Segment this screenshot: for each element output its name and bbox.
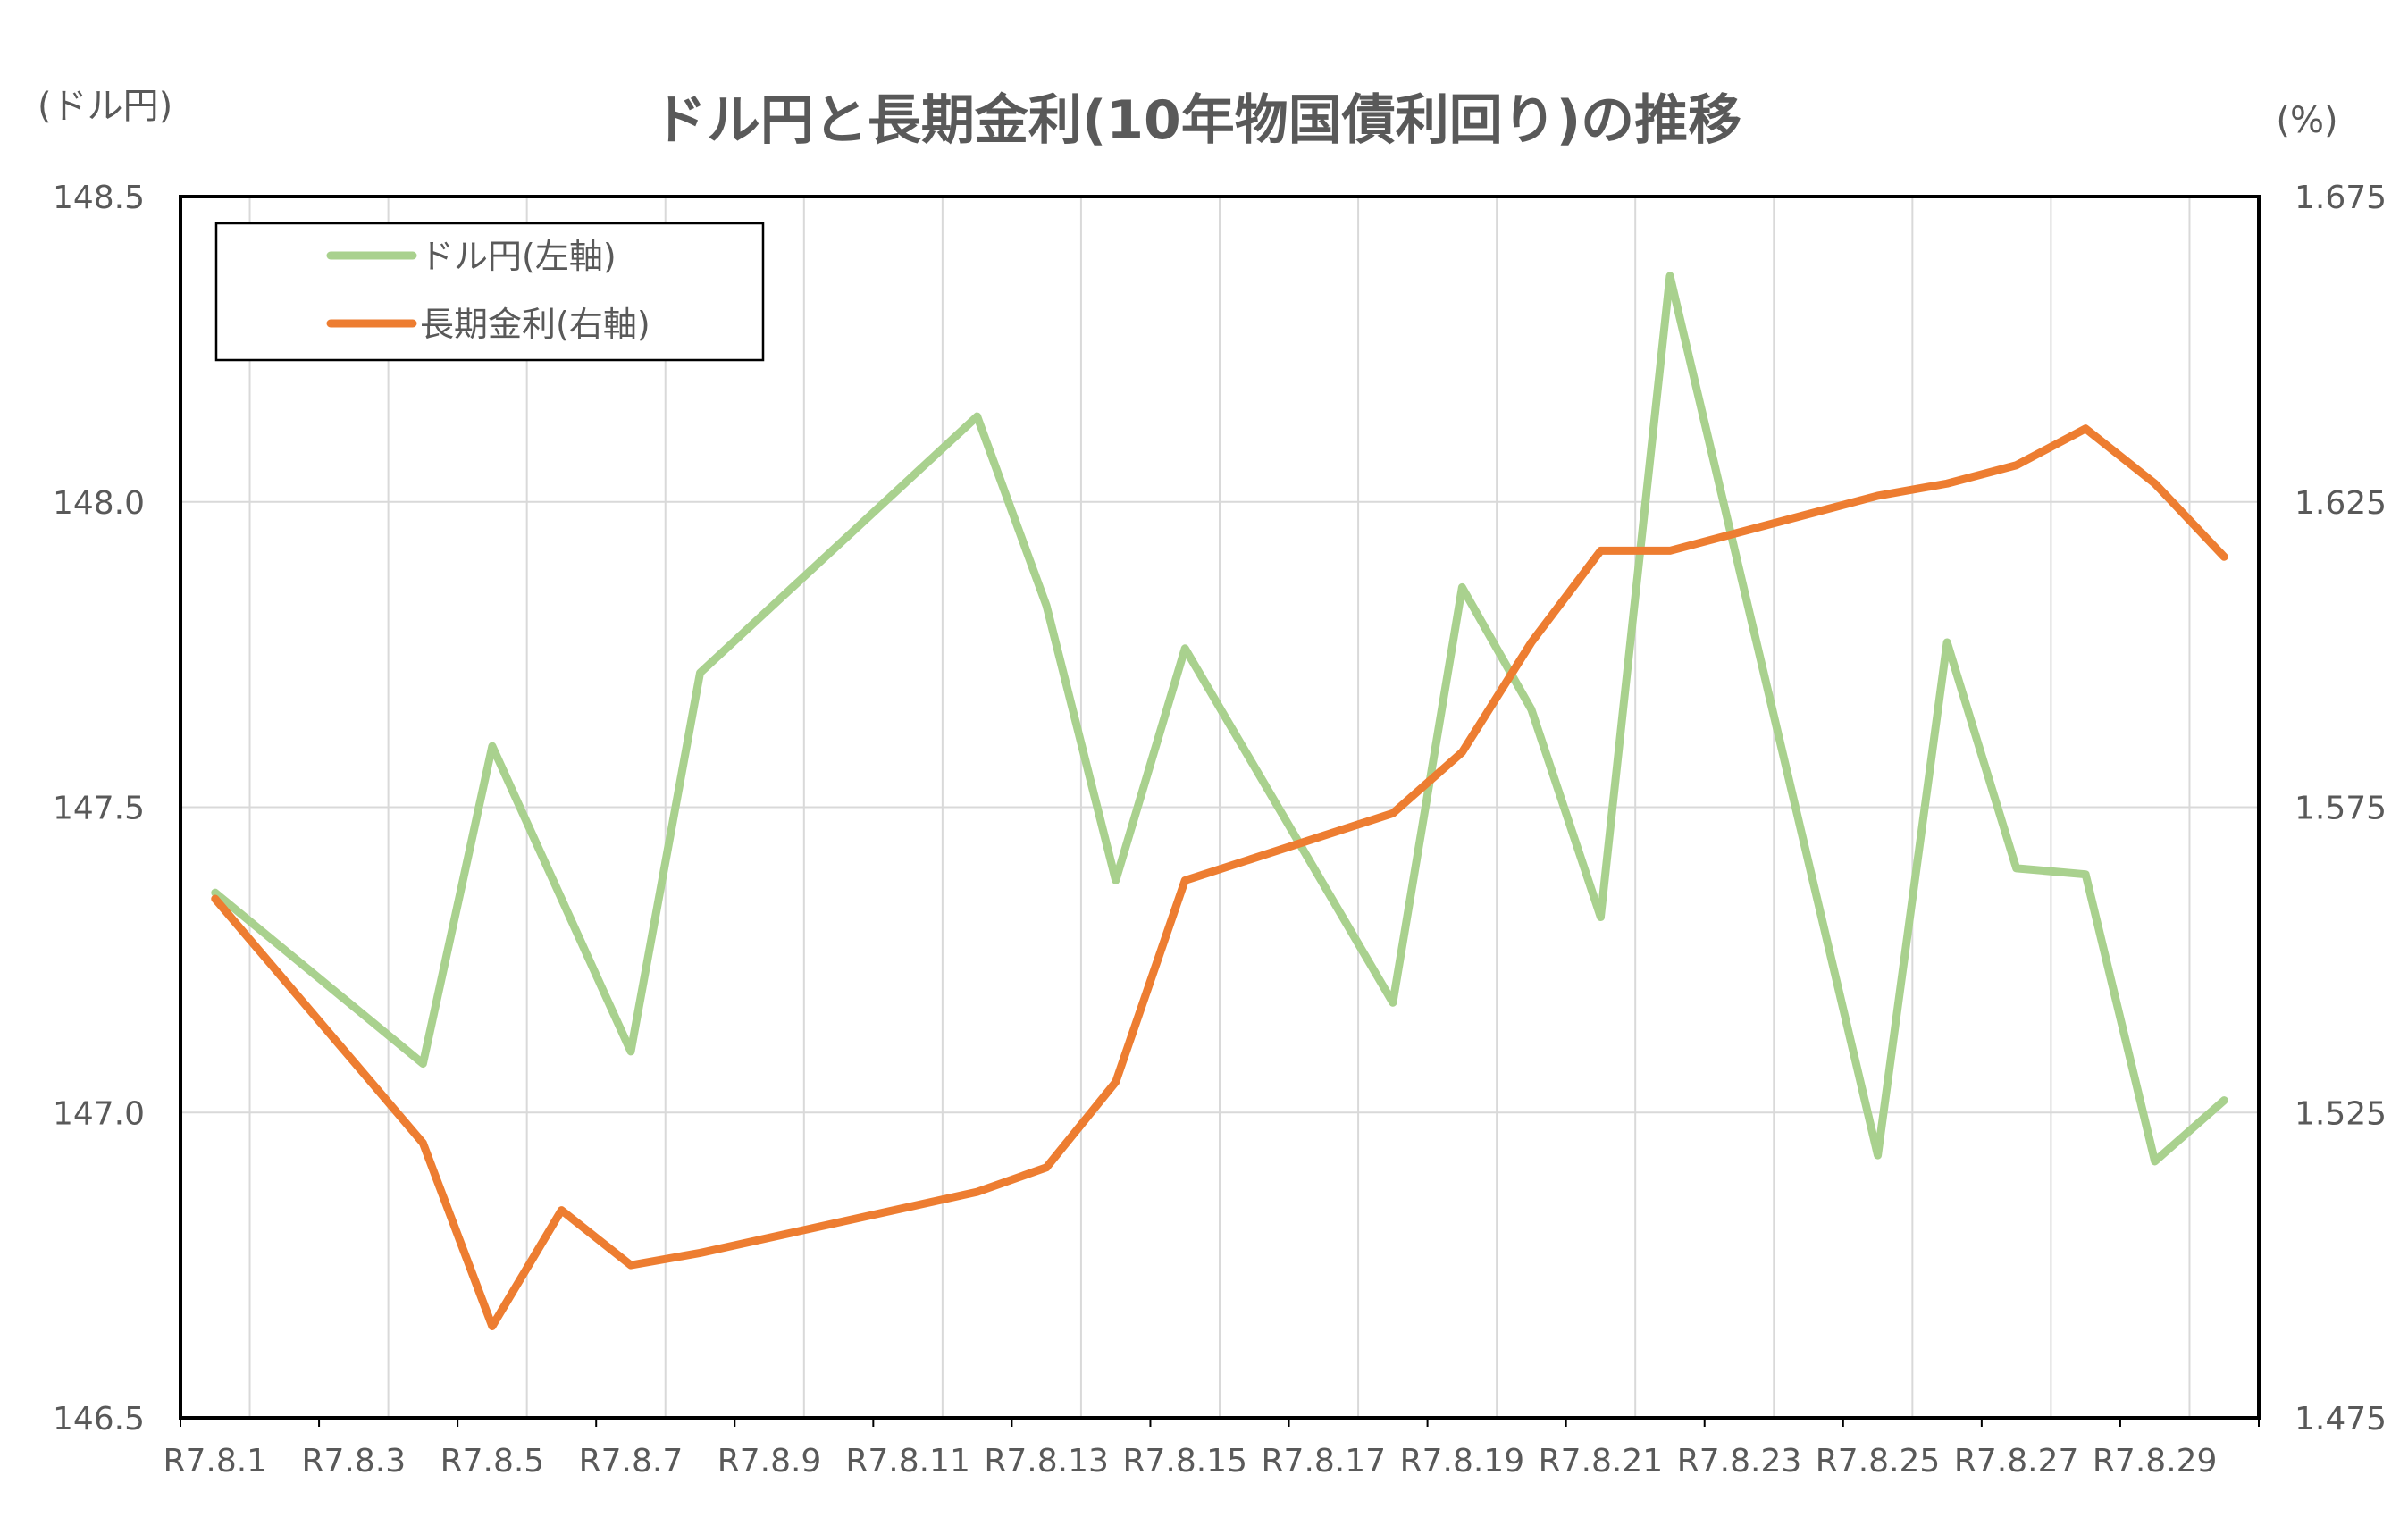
data-point-jgb-yield bbox=[421, 1141, 424, 1144]
y-left-tick-label: 147.0 bbox=[53, 1095, 145, 1132]
x-tick-label: R7.8.9 bbox=[717, 1443, 822, 1479]
data-point-jgb-yield bbox=[1114, 1080, 1118, 1084]
y-left-tick-label: 148.5 bbox=[53, 180, 145, 216]
data-point-jgb-yield bbox=[1391, 811, 1395, 815]
data-point-usdjpy bbox=[1530, 708, 1533, 711]
y-right-tick-label: 1.675 bbox=[2295, 180, 2387, 216]
data-point-usdjpy bbox=[1460, 585, 1464, 589]
right-axis-unit: (%) bbox=[2276, 100, 2337, 141]
data-point-jgb-yield bbox=[1183, 879, 1187, 883]
y-left-tick-label: 146.5 bbox=[53, 1401, 145, 1437]
x-tick-label: R7.8.23 bbox=[1677, 1443, 1802, 1479]
data-point-usdjpy bbox=[1183, 647, 1187, 650]
data-point-usdjpy bbox=[2222, 1099, 2226, 1102]
data-point-usdjpy bbox=[1045, 604, 1048, 608]
data-point-jgb-yield bbox=[2015, 464, 2018, 467]
legend-label-usdjpy: ドル円(左軸) bbox=[420, 237, 617, 276]
x-tick-label: R7.8.29 bbox=[2093, 1443, 2218, 1479]
data-point-usdjpy bbox=[214, 891, 217, 894]
x-tick-label: R7.8.15 bbox=[1122, 1443, 1247, 1479]
x-tick-label: R7.8.13 bbox=[984, 1443, 1109, 1479]
data-point-usdjpy bbox=[559, 897, 563, 901]
data-point-usdjpy bbox=[699, 671, 702, 675]
x-tick-label: R7.8.1 bbox=[163, 1443, 267, 1479]
left-axis-unit: (ドル円) bbox=[38, 86, 172, 127]
series-line-jgb-yield bbox=[211, 424, 2228, 1330]
plot-area-border bbox=[179, 195, 2261, 1420]
data-point-jgb-yield bbox=[214, 897, 217, 901]
data-point-usdjpy bbox=[1668, 274, 1672, 278]
x-tick-label: R7.8.27 bbox=[1954, 1443, 2079, 1479]
data-point-jgb-yield bbox=[1668, 549, 1672, 552]
data-point-usdjpy bbox=[629, 1050, 633, 1053]
y-right-tick-label: 1.625 bbox=[2295, 485, 2387, 522]
data-point-jgb-yield bbox=[491, 1324, 494, 1328]
x-tick-label: R7.8.17 bbox=[1262, 1443, 1387, 1479]
data-point-usdjpy bbox=[421, 1062, 424, 1066]
chart-title: ドル円と長期金利(10年物国債利回り)の推移 bbox=[653, 89, 1741, 152]
axis-ticks: 146.5 147.0 147.5 148.0 148.5 1.475 1.525 1.575… bbox=[53, 180, 2387, 1479]
y-right-tick-label: 1.525 bbox=[2295, 1095, 2387, 1132]
data-point-jgb-yield bbox=[1045, 1166, 1048, 1169]
data-point-usdjpy bbox=[1945, 641, 1949, 644]
x-tick-label: R7.8.5 bbox=[440, 1443, 545, 1479]
data-point-jgb-yield bbox=[1460, 750, 1464, 754]
legend-label-jgb-yield: 長期金利(右軸) bbox=[420, 305, 650, 344]
y-left-tick-label: 147.5 bbox=[53, 791, 145, 827]
data-point-usdjpy bbox=[1391, 1001, 1395, 1004]
data-point-jgb-yield bbox=[2222, 555, 2226, 558]
data-point-jgb-yield bbox=[1876, 494, 1880, 498]
data-point-usdjpy bbox=[491, 744, 494, 748]
data-point-jgb-yield bbox=[1945, 482, 1949, 485]
data-point-jgb-yield bbox=[629, 1263, 633, 1267]
data-point-usdjpy bbox=[2015, 867, 2018, 870]
data-point-usdjpy bbox=[2084, 873, 2087, 876]
data-point-jgb-yield bbox=[699, 1251, 702, 1254]
legend-box bbox=[214, 222, 765, 362]
data-point-usdjpy bbox=[976, 415, 979, 418]
data-point-usdjpy bbox=[1876, 1153, 1880, 1157]
data-point-jgb-yield bbox=[2084, 427, 2087, 431]
x-tick-label: R7.8.19 bbox=[1400, 1443, 1525, 1479]
data-point-jgb-yield bbox=[1598, 549, 1602, 552]
data-point-jgb-yield bbox=[1530, 641, 1533, 644]
x-tick-label: R7.8.7 bbox=[579, 1443, 684, 1479]
data-point-usdjpy bbox=[1598, 916, 1602, 919]
data-point-jgb-yield bbox=[976, 1190, 979, 1194]
legend: ドル円(左軸) 長期金利(右軸) bbox=[214, 222, 765, 362]
data-point-usdjpy bbox=[1114, 879, 1118, 883]
data-point-jgb-yield bbox=[559, 1209, 563, 1212]
data-point-usdjpy bbox=[2153, 1160, 2157, 1163]
x-tick-label: R7.8.25 bbox=[1816, 1443, 1941, 1479]
grid-lines bbox=[180, 197, 2259, 1418]
y-left-tick-label: 148.0 bbox=[53, 485, 145, 522]
series-layer bbox=[211, 272, 2228, 1330]
y-right-tick-label: 1.575 bbox=[2295, 791, 2387, 827]
x-tick-label: R7.8.3 bbox=[302, 1443, 407, 1479]
x-tick-label: R7.8.11 bbox=[845, 1443, 970, 1479]
x-tick-label: R7.8.21 bbox=[1539, 1443, 1664, 1479]
y-right-tick-label: 1.475 bbox=[2295, 1401, 2387, 1437]
data-point-jgb-yield bbox=[2153, 482, 2157, 485]
series-line-usdjpy bbox=[211, 272, 2228, 1166]
